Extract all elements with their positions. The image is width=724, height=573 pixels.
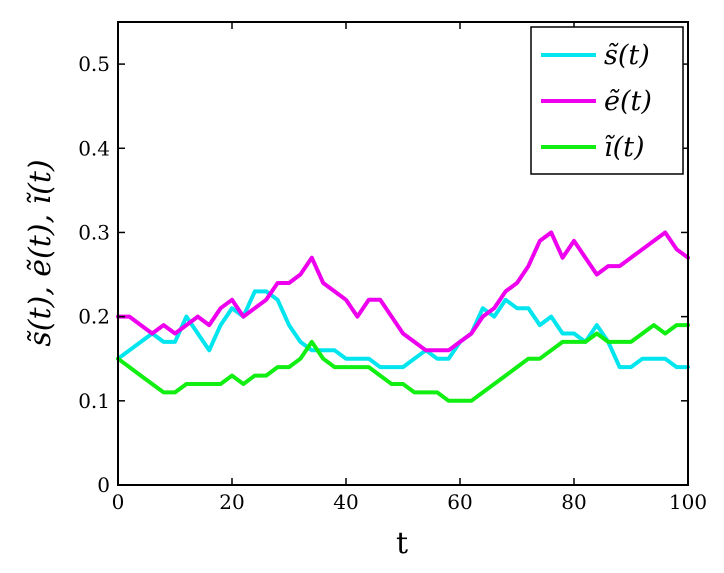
y-tick-label: 0.5 [78, 52, 110, 76]
y-tick-label: 0.1 [78, 389, 110, 413]
y-tick-label: 0.3 [78, 220, 110, 244]
x-tick-label: 100 [669, 490, 707, 514]
plot-frame [117, 21, 689, 486]
y-tick-label: 0.2 [78, 305, 110, 329]
legend: s̃(t) ẽ(t) ĩ(t) [530, 26, 684, 175]
x-tick-label: 80 [561, 490, 586, 514]
x-tick-label: 40 [333, 490, 358, 514]
x-tick-label: 60 [447, 490, 472, 514]
series-layer [116, 230, 690, 403]
legend-label-0: s̃(t) [604, 40, 650, 71]
series-line-2 [116, 323, 690, 403]
y-tick-label: 0.4 [78, 136, 110, 160]
series-line-1 [116, 230, 690, 353]
x-tick-label: 20 [219, 490, 244, 514]
x-axis-label: t [396, 526, 408, 561]
ticks-layer: 0 20 40 60 80 100 0 0.1 0.2 0.3 0.4 0.5 [78, 22, 707, 514]
series-line-0 [116, 289, 690, 370]
legend-entries: s̃(t) ẽ(t) ĩ(t) [541, 40, 652, 163]
x-tick-label: 0 [112, 490, 125, 514]
y-axis-label: s̃(t), ẽ(t), ĩ(t) [23, 159, 58, 346]
legend-label-2: ĩ(t) [604, 132, 645, 163]
legend-label-1: ẽ(t) [604, 86, 652, 117]
y-tick-label: 0 [97, 473, 110, 497]
